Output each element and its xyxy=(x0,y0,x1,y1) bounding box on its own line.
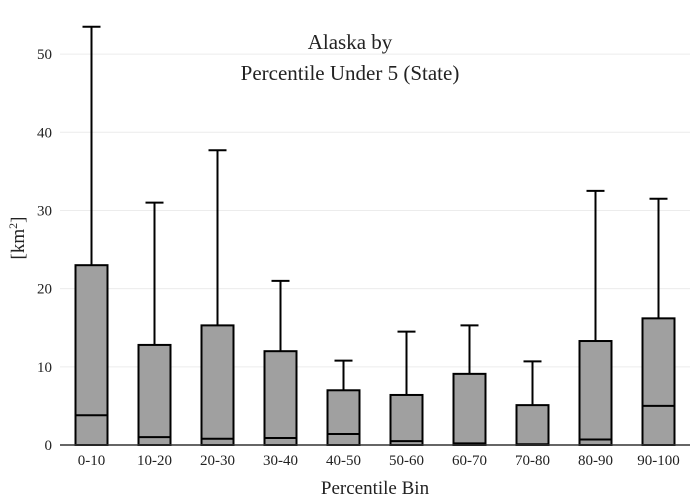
box-60-70 xyxy=(452,324,487,447)
box-series xyxy=(74,25,676,447)
x-tick-label: 70-80 xyxy=(515,453,550,469)
y-tick-label: 50 xyxy=(37,47,52,63)
box-body xyxy=(578,340,613,447)
x-tick-label: 30-40 xyxy=(263,453,298,469)
box-body xyxy=(74,264,109,446)
box-body xyxy=(389,393,424,446)
box-40-50 xyxy=(326,359,361,447)
x-tick-label: 10-20 xyxy=(137,453,172,469)
box-body xyxy=(515,404,550,446)
y-tick-label: 40 xyxy=(37,125,52,141)
box-body xyxy=(137,343,172,446)
chart-title-line-1: Alaska by xyxy=(308,30,393,54)
x-tick-label: 60-70 xyxy=(452,453,487,469)
y-axis-label-base: [km xyxy=(8,229,29,260)
box-90-100 xyxy=(641,197,676,447)
box-10-20 xyxy=(137,201,172,446)
y-axis-label: [km2] xyxy=(6,217,29,260)
x-tick-label: 80-90 xyxy=(578,453,613,469)
chart-title-line-2: Percentile Under 5 (State) xyxy=(241,61,460,85)
y-tick-label: 10 xyxy=(37,360,52,376)
y-axis-label-end: ] xyxy=(8,217,29,223)
x-tick-label: 0-10 xyxy=(78,453,106,469)
y-tick-label: 30 xyxy=(37,203,52,219)
box-body xyxy=(452,372,487,447)
y-axis-label-superscript: 2 xyxy=(6,223,20,229)
box-50-60 xyxy=(389,330,424,446)
box-30-40 xyxy=(263,279,298,447)
box-body xyxy=(641,317,676,447)
box-body xyxy=(263,350,298,447)
y-tick-label: 20 xyxy=(37,282,52,298)
x-tick-label: 50-60 xyxy=(389,453,424,469)
box-70-80 xyxy=(515,360,550,446)
box-0-10 xyxy=(74,25,109,446)
x-tick-label: 20-30 xyxy=(200,453,235,469)
y-tick-label: 0 xyxy=(45,438,53,454)
box-80-90 xyxy=(578,189,613,447)
x-tick-label: 40-50 xyxy=(326,453,361,469)
box-body xyxy=(200,324,235,446)
chart-title: Alaska by Percentile Under 5 (State) xyxy=(241,30,460,85)
y-axis-ticks: 0 10 20 30 40 50 xyxy=(37,47,52,454)
x-axis-label: Percentile Bin xyxy=(321,478,430,499)
x-axis-ticks: 0-10 10-20 20-30 30-40 40-50 50-60 60-70 70-80 8… xyxy=(78,453,680,469)
x-tick-label: 90-100 xyxy=(637,453,680,469)
box-20-30 xyxy=(200,149,235,446)
box-body xyxy=(326,389,361,447)
